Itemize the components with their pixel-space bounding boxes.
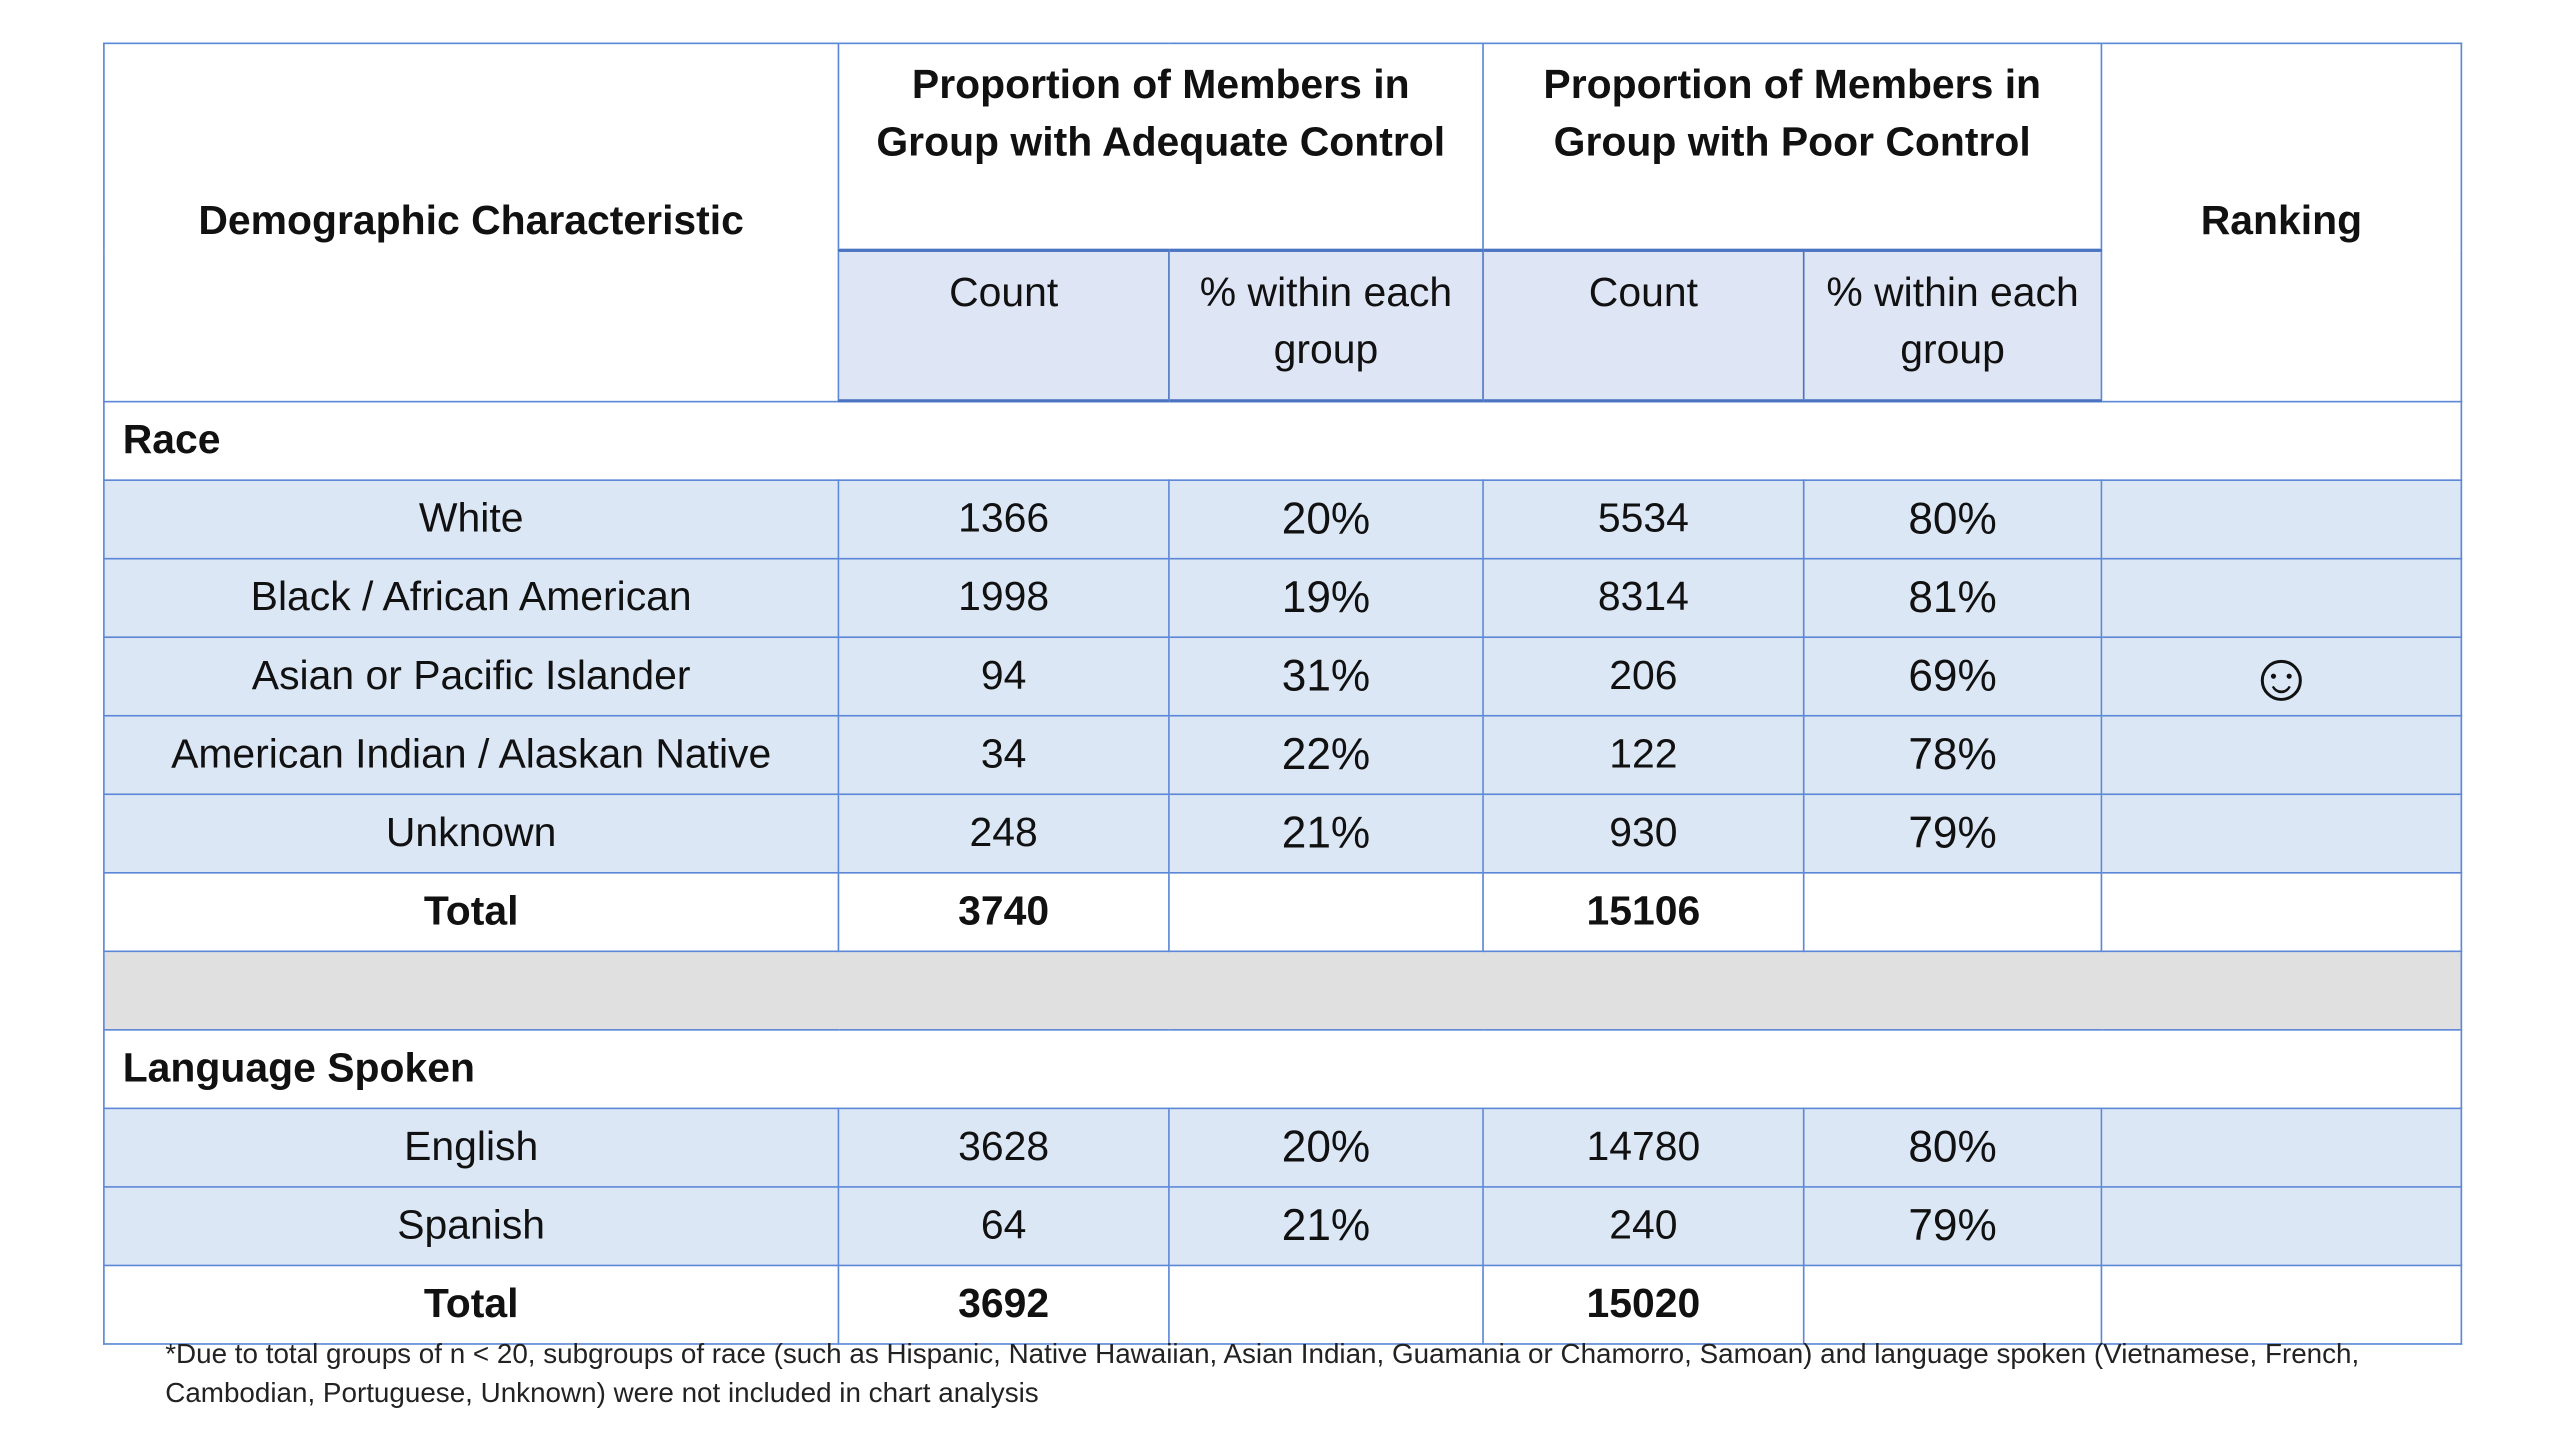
cell: [1802, 871, 2103, 953]
cell: 81%: [1802, 557, 2103, 639]
spacer-row: [103, 950, 2463, 1031]
section-row: Race: [103, 400, 2463, 481]
cell: 21%: [1168, 1186, 1484, 1267]
data-row: Asian or Pacific Islander 94 31% 206 69% ☺: [103, 636, 2463, 717]
cell: [2100, 479, 2463, 560]
cell: 206: [1482, 636, 1805, 717]
cell: 3628: [837, 1107, 1170, 1188]
cell: [2100, 714, 2463, 796]
cell: Spanish: [103, 1186, 840, 1267]
subheader-cell: Count: [837, 248, 1170, 403]
cell: 80%: [1802, 479, 2103, 560]
cell: [2100, 1107, 2463, 1188]
header-cell: Ranking: [2100, 42, 2463, 402]
header-cell: Proportion of Members in Group with Poor…: [1482, 42, 2103, 252]
cell: 69%: [1802, 636, 2103, 717]
cell: 80%: [1802, 1107, 2103, 1188]
header-cell: Demographic Characteristic: [103, 42, 840, 402]
subheader-cell: Count: [1482, 248, 1805, 403]
subheader-cell: % within each group: [1168, 248, 1484, 403]
data-row: Unknown 248 21% 930 79%: [103, 793, 2463, 874]
cell: 20%: [1168, 479, 1484, 560]
data-row: American Indian / Alaskan Native 34 22% 122…: [103, 714, 2463, 796]
cell: 20%: [1168, 1107, 1484, 1188]
cell: 14780: [1482, 1107, 1805, 1188]
total-row: Total 3740 15106: [103, 871, 2463, 953]
cell: 31%: [1168, 636, 1484, 717]
cell: 248: [837, 793, 1170, 874]
cell: English: [103, 1107, 840, 1188]
cell: [1802, 1264, 2103, 1345]
cell: Total: [103, 1264, 840, 1345]
section-row: Language Spoken: [103, 1029, 2463, 1110]
cell: 15106: [1482, 871, 1805, 953]
cell: [103, 950, 2463, 1031]
cell: 1998: [837, 557, 1170, 639]
cell: [2100, 871, 2463, 953]
demographics-table: Demographic Characteristic Proportion of…: [103, 42, 2463, 1345]
cell: 94: [837, 636, 1170, 717]
cell: Black / African American: [103, 557, 840, 639]
cell: ☺: [2100, 636, 2463, 717]
cell: [2100, 557, 2463, 639]
cell: 3692: [837, 1264, 1170, 1345]
data-row: Spanish 64 21% 240 79%: [103, 1186, 2463, 1267]
cell: American Indian / Alaskan Native: [103, 714, 840, 796]
cell: 19%: [1168, 557, 1484, 639]
cell: 79%: [1802, 793, 2103, 874]
subheader-row: Count % within each group Count % within…: [104, 248, 2461, 403]
cell: 21%: [1168, 793, 1484, 874]
cell: [2100, 793, 2463, 874]
cell: 5534: [1482, 479, 1805, 560]
cell: [2100, 1264, 2463, 1345]
cell: [1168, 871, 1484, 953]
header-row: Demographic Characteristic Proportion of…: [103, 42, 2463, 402]
cell: 8314: [1482, 557, 1805, 639]
cell: 1366: [837, 479, 1170, 560]
cell: 64: [837, 1186, 1170, 1267]
cell: Total: [103, 871, 840, 953]
cell: 78%: [1802, 714, 2103, 796]
cell: 930: [1482, 793, 1805, 874]
cell: 240: [1482, 1186, 1805, 1267]
cell: Asian or Pacific Islander: [103, 636, 840, 717]
cell: 79%: [1802, 1186, 2103, 1267]
data-row: Black / African American 1998 19% 8314 81%: [103, 557, 2463, 639]
cell: [2100, 1186, 2463, 1267]
cell: White: [103, 479, 840, 560]
cell: 15020: [1482, 1264, 1805, 1345]
cell: Race: [103, 400, 2463, 481]
data-row: White 1366 20% 5534 80%: [103, 479, 2463, 560]
cell: 122: [1482, 714, 1805, 796]
subheader-cell: % within each group: [1802, 248, 2103, 403]
cell: 3740: [837, 871, 1170, 953]
cell: [1168, 1264, 1484, 1345]
cell: 22%: [1168, 714, 1484, 796]
data-row: English 3628 20% 14780 80%: [103, 1107, 2463, 1188]
total-row: Total 3692 15020: [103, 1264, 2463, 1345]
footnote: *Due to total groups of n < 20, subgroup…: [165, 1338, 2360, 1409]
cell: Language Spoken: [103, 1029, 2463, 1110]
cell: 34: [837, 714, 1170, 796]
header-cell: Proportion of Members in Group with Adeq…: [837, 42, 1484, 252]
cell: Unknown: [103, 793, 840, 874]
